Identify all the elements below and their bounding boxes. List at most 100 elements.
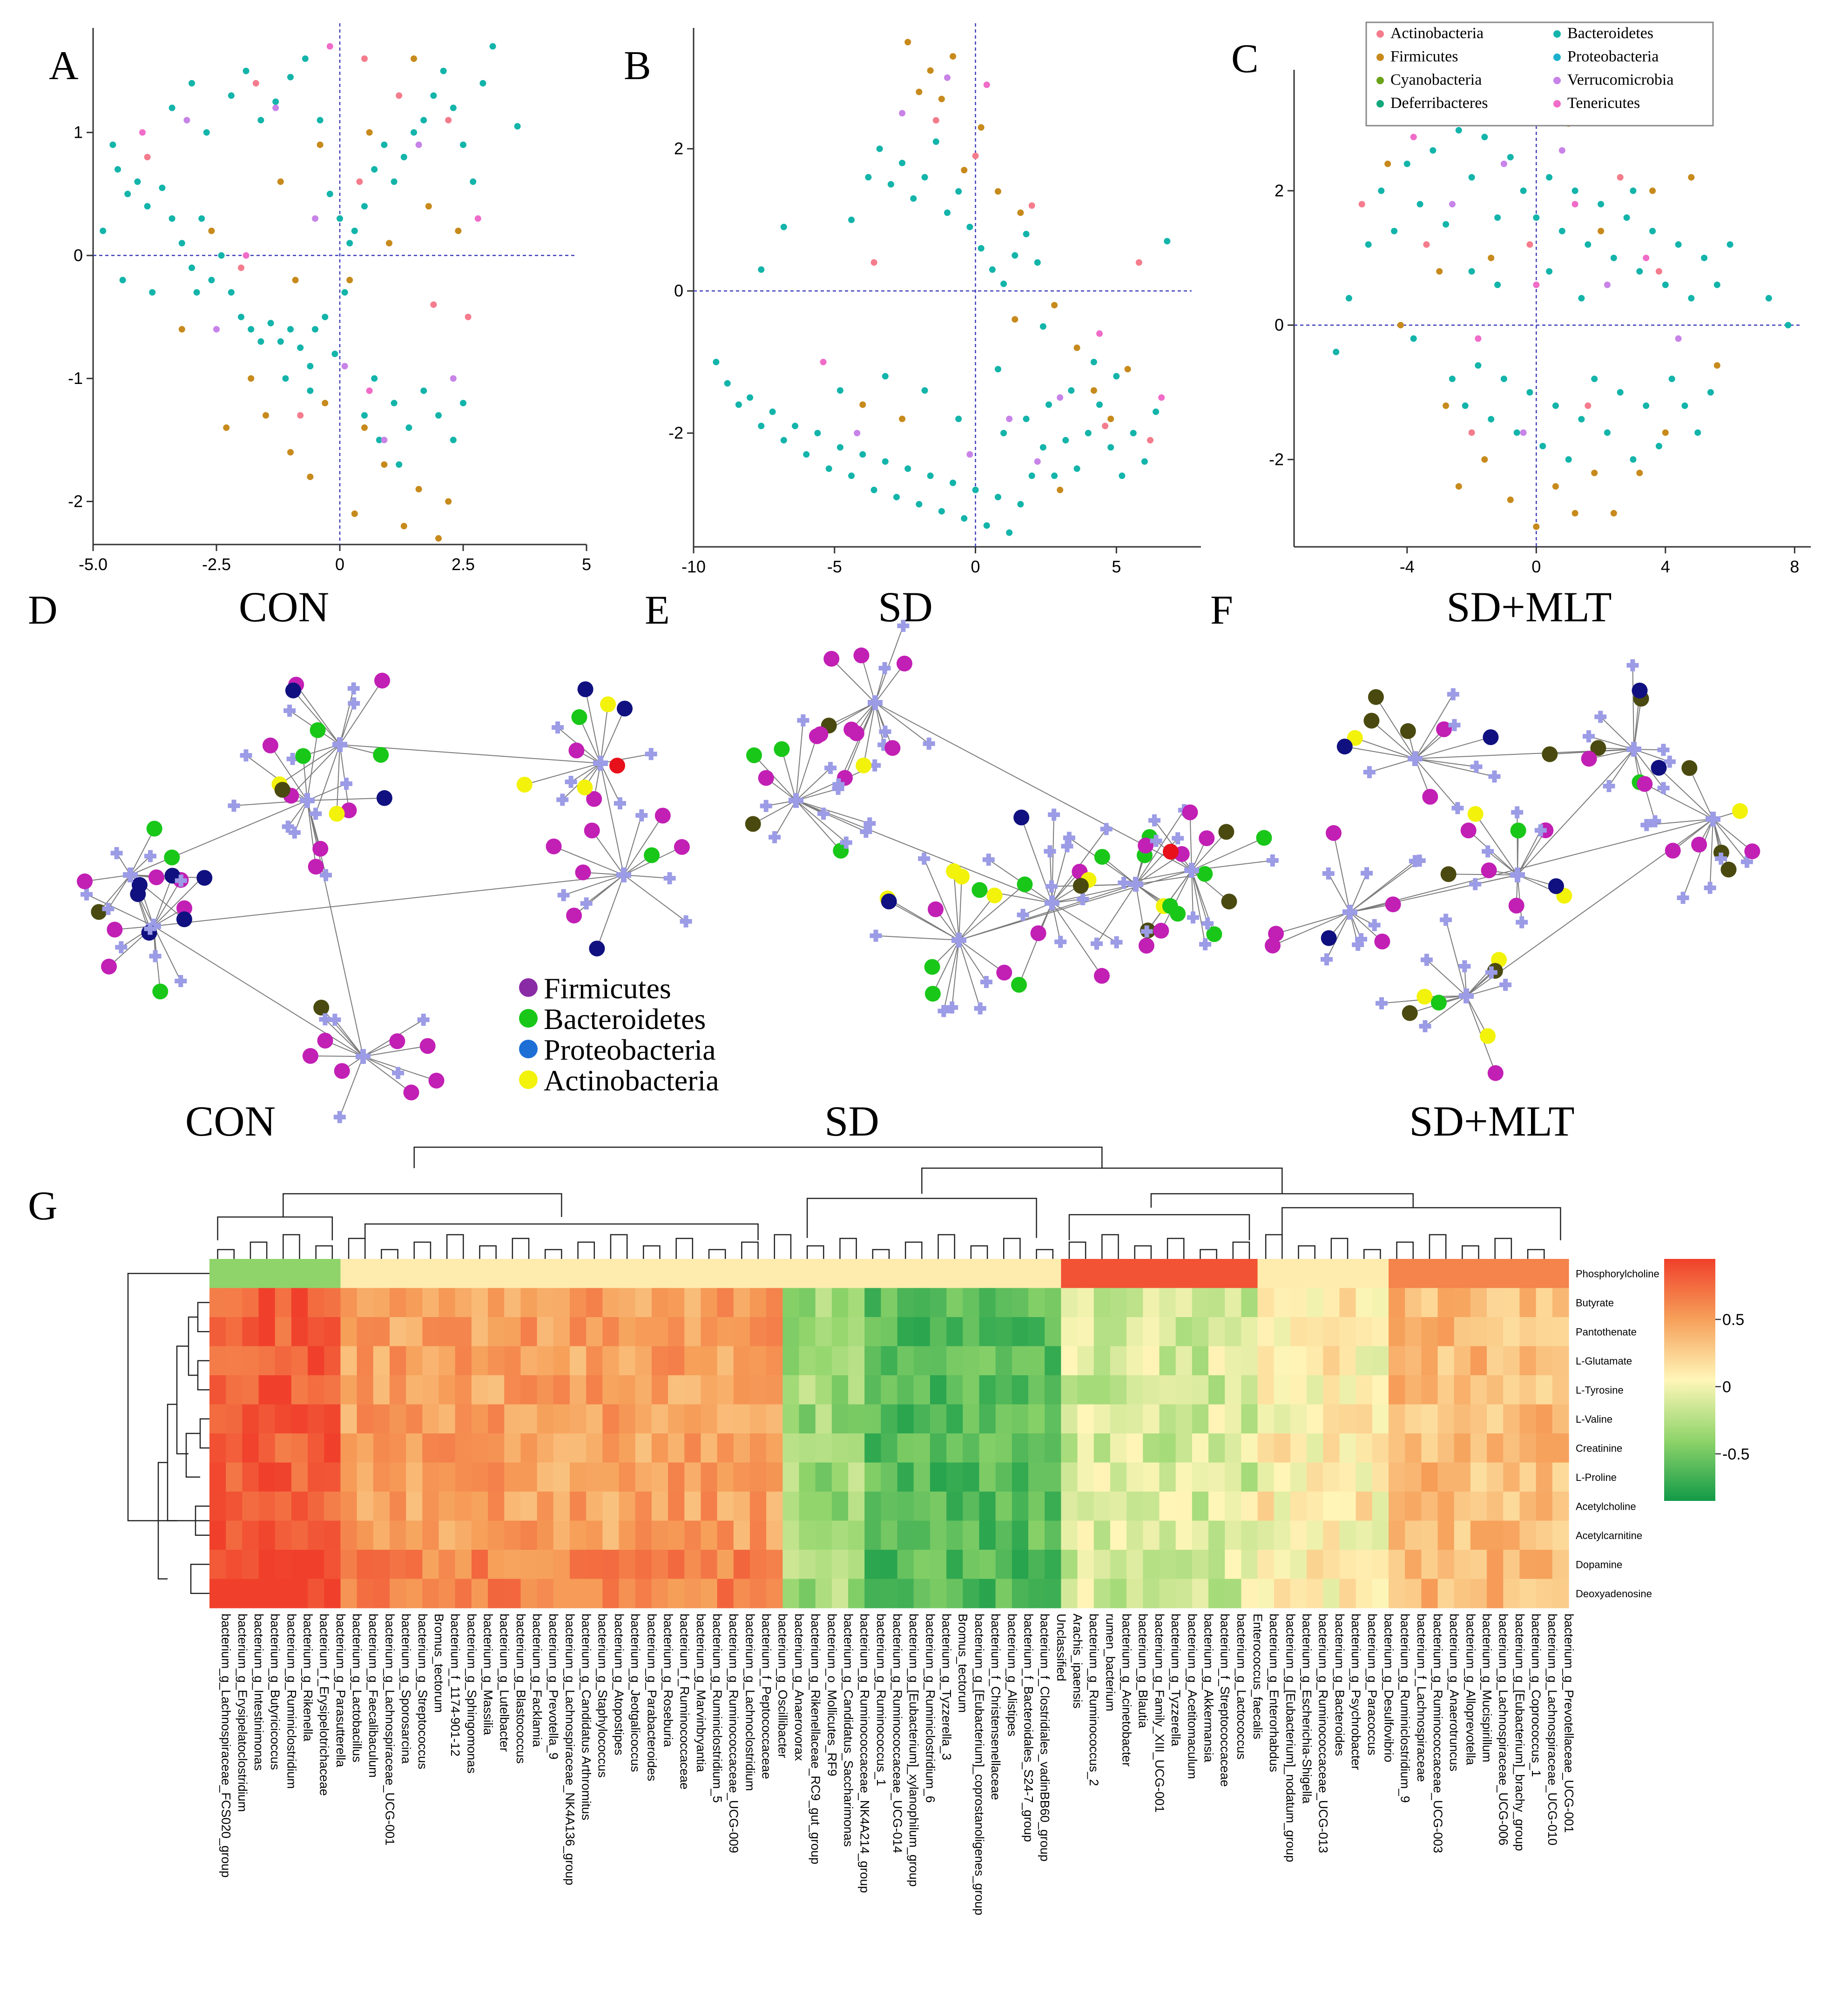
heatmap-cell (422, 1375, 439, 1405)
heatmap-cell (963, 1346, 980, 1376)
metabolite-hub (1706, 812, 1720, 827)
heatmap-cell (1290, 1404, 1307, 1434)
heatmap-cell (979, 1346, 996, 1376)
heatmap-cell (1126, 1259, 1143, 1289)
network-edge (334, 1019, 364, 1057)
heatmap-cell (357, 1259, 374, 1289)
heatmap-cell (701, 1492, 718, 1521)
heatmap-cell (308, 1404, 324, 1434)
heatmap-cell (1323, 1579, 1340, 1608)
panel-label-b: B (624, 43, 651, 88)
metabolite-node (310, 807, 322, 820)
heatmap-cell (1437, 1375, 1455, 1405)
otu-node (428, 1072, 445, 1089)
heatmap-cell (1421, 1550, 1438, 1580)
heatmap-cell (1077, 1579, 1094, 1608)
heatmap-cell (831, 1492, 849, 1521)
heatmap-cell (1421, 1433, 1438, 1463)
heatmap-cell (422, 1550, 439, 1580)
heatmap-cell (1274, 1317, 1291, 1347)
heatmap-cell (701, 1259, 718, 1289)
metabolite-node (580, 897, 593, 910)
network-edge (958, 870, 1192, 941)
heatmap-cell (1126, 1462, 1143, 1492)
dendrogram-branch (381, 1249, 398, 1259)
data-point (1494, 282, 1501, 288)
data-point (1378, 187, 1385, 194)
otu-node (374, 672, 390, 689)
heatmap-cell (782, 1288, 800, 1318)
heatmap-cell (1175, 1550, 1193, 1580)
data-point (1436, 268, 1443, 275)
network-nodes (77, 672, 692, 1123)
data-point (243, 67, 250, 74)
data-point (1520, 429, 1527, 436)
metabolite-node (1640, 819, 1653, 831)
heatmap-cell (226, 1375, 243, 1405)
heatmap-cell (897, 1492, 914, 1521)
heatmap-cell (242, 1433, 259, 1463)
heatmap-cell (684, 1579, 701, 1608)
heatmap-cell (799, 1317, 816, 1347)
metabolite-node (1322, 867, 1335, 880)
data-point (1500, 376, 1507, 383)
heatmap-cell (1077, 1404, 1094, 1434)
heatmap-cell (831, 1462, 849, 1492)
heatmap-column-label: bacterium_g_Lachnospiraceae_UCG-006 (1497, 1614, 1511, 1845)
scatter-panel-b: -10 -5 0 520-2 (668, 23, 1201, 576)
heatmap-cell (504, 1317, 521, 1347)
heatmap-cell (651, 1259, 668, 1289)
heatmap-cell (1028, 1288, 1045, 1318)
heatmap-column-label: bacterium_g_Sphingomonas (465, 1614, 479, 1774)
heatmap-cell (1323, 1550, 1340, 1580)
heatmap-cell (422, 1404, 439, 1434)
heatmap-cell (815, 1579, 832, 1608)
metabolite-node (1355, 933, 1367, 945)
heatmap-cell (619, 1375, 636, 1405)
heatmap-row-label: Phosphorylcholine (1576, 1268, 1659, 1279)
y-tick-label: 0 (1275, 316, 1284, 335)
heatmap-cell (897, 1579, 914, 1608)
data-point (1630, 456, 1637, 463)
data-point (341, 363, 348, 370)
otu-node (654, 807, 671, 824)
heatmap-column-label: bacterium_g_Staphylococcus (596, 1614, 610, 1778)
heatmap-cell (733, 1433, 750, 1463)
heatmap-column-label: bacterium_f_Christensenellaceae (989, 1614, 1003, 1800)
otu-node (91, 904, 107, 920)
heatmap-cell (226, 1317, 243, 1347)
heatmap-cell (1389, 1259, 1405, 1289)
data-point (1617, 389, 1624, 396)
heatmap-cell (1372, 1259, 1389, 1289)
heatmap-column-label: bacterium_g_Prevotella_9 (546, 1614, 560, 1760)
data-point (238, 264, 244, 271)
dendrogram-branch (1101, 1234, 1119, 1259)
data-point (1397, 322, 1404, 329)
data-point (780, 437, 787, 444)
heatmap-cell (930, 1550, 947, 1580)
heatmap-cell (946, 1433, 963, 1463)
data-point (870, 259, 877, 266)
heatmap-cell (1454, 1520, 1471, 1550)
data-point (1462, 402, 1469, 409)
dendrogram-branch (364, 1223, 759, 1240)
heatmap-cell (1274, 1492, 1291, 1521)
heatmap-cell (1126, 1404, 1143, 1434)
heatmap-cell (389, 1492, 406, 1521)
metabolite-node (1100, 823, 1113, 835)
heatmap-cell (1093, 1288, 1111, 1318)
heatmap-cell (1110, 1492, 1127, 1521)
heatmap-cell (1454, 1288, 1471, 1318)
heatmap-cell (1110, 1259, 1127, 1289)
heatmap-cell (1519, 1317, 1537, 1347)
dendrogram-branch (1232, 1241, 1250, 1259)
heatmap-cell (275, 1259, 292, 1289)
otu-node (376, 790, 392, 806)
heatmap-column-label: bacterium_g_Ruminococcaceae_UCG-013 (1316, 1614, 1330, 1853)
heatmap-cell (1159, 1404, 1176, 1434)
data-point (1713, 362, 1720, 369)
data-point (921, 387, 928, 394)
heatmap-cell (226, 1288, 243, 1318)
heatmap-cell (864, 1317, 882, 1347)
data-point (455, 228, 462, 235)
